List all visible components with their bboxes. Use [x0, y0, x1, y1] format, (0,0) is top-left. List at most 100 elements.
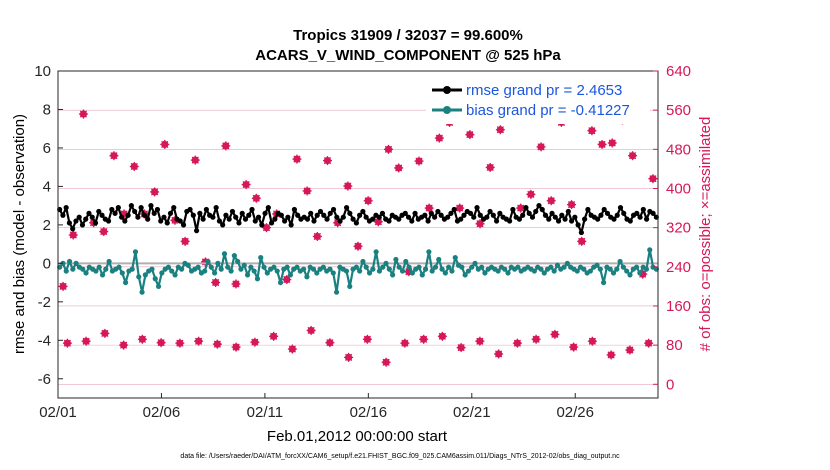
obs-count-point — [261, 223, 271, 233]
rmse-point — [432, 214, 438, 220]
rmse-point — [376, 214, 382, 220]
bias-point — [617, 258, 623, 265]
obs-assimilated-stroke — [345, 353, 353, 361]
obs-count-point — [475, 219, 485, 229]
obs-count-point — [526, 189, 536, 199]
bias-point — [320, 264, 326, 270]
bias-point — [399, 268, 406, 274]
obs-assimilated-stroke — [354, 242, 362, 250]
rmse-point — [148, 203, 154, 209]
obs-count-point — [78, 109, 88, 119]
bias-point — [386, 266, 392, 272]
rmse-point — [422, 212, 428, 218]
rmse-point — [327, 210, 333, 216]
y-left-tick-label: 10 — [34, 63, 51, 80]
bias-point — [93, 268, 99, 274]
obs-count-point — [241, 180, 251, 190]
bias-point — [409, 270, 415, 276]
bias-point — [287, 272, 294, 278]
obs-count-point — [99, 227, 109, 237]
obs-assimilated-stroke — [161, 140, 169, 149]
bias-point — [122, 279, 129, 286]
bias-point — [383, 260, 389, 266]
obs-count-point — [211, 277, 221, 287]
rmse-point — [216, 218, 223, 224]
obs-assimilated-stroke — [232, 280, 240, 288]
bias-point — [422, 266, 429, 272]
rmse-point — [438, 212, 444, 218]
rmse-point — [265, 204, 271, 211]
x-tick-label: 02/16 — [350, 404, 388, 421]
bias-point — [330, 270, 336, 276]
bias-point — [376, 268, 383, 274]
legend-bias-label: bias grand pr = -0.41227 — [466, 102, 630, 119]
bias-point — [261, 264, 267, 270]
y-right-tick-label: 480 — [666, 141, 691, 158]
bias-point — [554, 262, 561, 268]
obs-assimilated-stroke — [588, 337, 596, 345]
bias-point — [538, 266, 544, 272]
bias-point — [155, 283, 162, 290]
bias-point — [314, 270, 320, 276]
obs-count-point — [536, 142, 546, 152]
rmse-point — [334, 214, 340, 220]
rmse-point — [66, 220, 73, 226]
obs-assimilated-stroke — [466, 131, 474, 139]
rmse-point — [337, 218, 343, 224]
bias-point — [119, 270, 125, 276]
bias-point — [426, 249, 432, 255]
obs-count-point — [343, 181, 353, 191]
rmse-point — [529, 214, 536, 220]
obs-assimilated-stroke — [307, 326, 315, 335]
obs-assimilated-stroke — [588, 127, 596, 135]
rmse-point — [177, 218, 183, 224]
obs-assimilated-stroke — [69, 231, 77, 239]
rmse-point — [477, 212, 483, 218]
obs-count-point-low — [287, 344, 297, 354]
legend-rmse-label: rmse grand pr = 2.4653 — [466, 82, 622, 99]
bias-point — [446, 264, 452, 270]
bias-point — [215, 260, 221, 266]
rmse-point — [497, 210, 503, 216]
rmse-point — [568, 218, 575, 224]
y-left-tick-label: -4 — [38, 332, 51, 349]
obs-assimilated-stroke — [420, 335, 428, 343]
rmse-point — [585, 206, 591, 213]
rmse-point — [627, 218, 633, 224]
footer-data-file: data file: /Users/raeder/DAI/ATM_forcXX/… — [180, 453, 620, 460]
bias-point — [142, 272, 148, 278]
rmse-point — [621, 210, 627, 216]
rmse-point — [614, 212, 620, 218]
rmse-point — [549, 210, 555, 216]
rmse-point — [158, 218, 164, 224]
rmse-point — [70, 226, 76, 232]
rmse-point — [507, 218, 513, 224]
obs-count-point — [190, 155, 200, 165]
y-right-tick-label: 80 — [666, 337, 683, 354]
rmse-point — [578, 229, 584, 236]
obs-count-point — [648, 174, 658, 184]
obs-assimilated-stroke — [181, 237, 189, 245]
chart-title-line1: Tropics 31909 / 32037 = 99.600% — [293, 27, 523, 44]
y-right-tick-label: 560 — [666, 102, 691, 119]
series-layer — [57, 203, 659, 295]
rmse-point — [278, 212, 284, 218]
bias-point — [459, 264, 465, 270]
y-left-tick-label: 8 — [43, 101, 51, 118]
rmse-point — [109, 206, 115, 213]
bias-point — [469, 264, 475, 270]
obs-assimilated-stroke — [252, 194, 260, 202]
bias-point — [66, 258, 73, 265]
obs-assimilated-stroke — [645, 339, 653, 347]
obs-assimilated-stroke — [101, 329, 109, 337]
bias-point — [205, 258, 211, 265]
bias-point — [380, 264, 386, 270]
bias-point — [231, 253, 237, 259]
rmse-point — [239, 210, 245, 216]
obs-assimilated-stroke — [374, 218, 382, 226]
obs-assimilated-stroke — [313, 232, 321, 241]
y-axis-right-label: # of obs: o=possible; ×=assimilated — [697, 117, 714, 352]
bias-point — [347, 283, 353, 290]
obs-assimilated-stroke — [628, 152, 637, 160]
x-tick-label: 02/06 — [143, 404, 181, 421]
